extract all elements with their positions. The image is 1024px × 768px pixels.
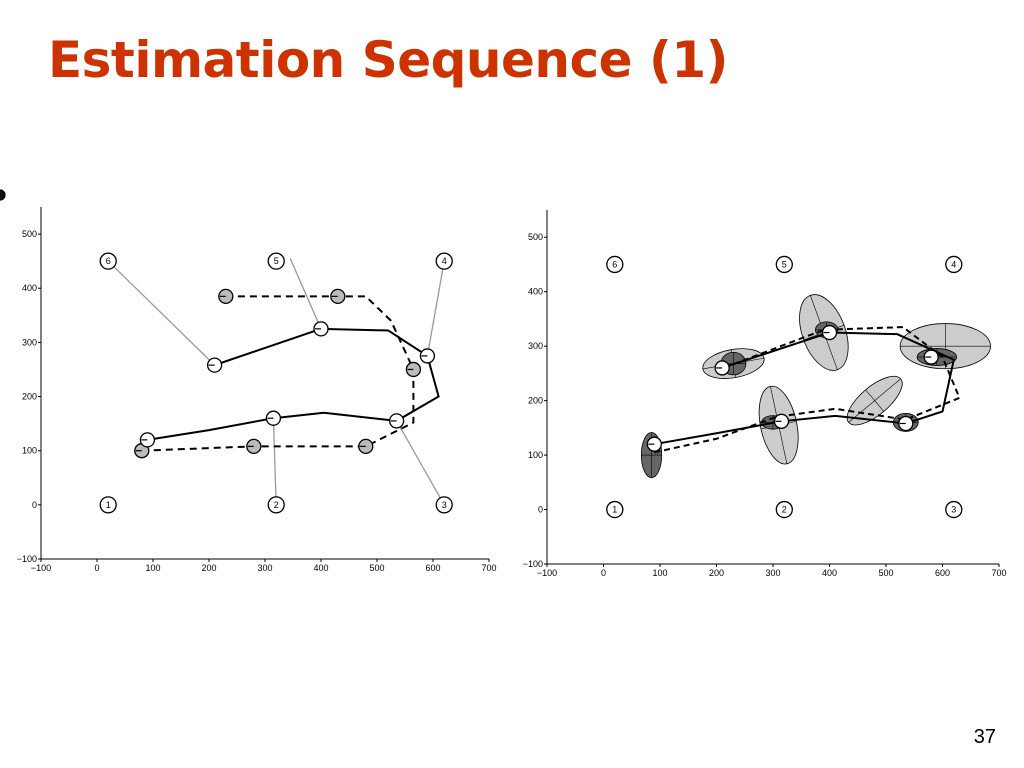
landmark-label: 2 — [782, 505, 787, 515]
landmark-marker — [267, 252, 285, 270]
x-tick-label: 300 — [765, 568, 780, 578]
landmark-label: 5 — [782, 259, 787, 269]
right-plot: −100 0 100 200 300 400 500 600 700 −100 0 100 200 300… — [523, 210, 1007, 578]
y-tick-label: 200 — [528, 396, 543, 406]
landmark-marker — [99, 496, 117, 514]
x-tick-label: 200 — [201, 563, 216, 573]
y-tick-label: −100 — [17, 554, 37, 564]
observation-line — [272, 418, 277, 505]
landmark-4: 4 — [945, 255, 963, 274]
landmark-marker — [606, 500, 624, 519]
x-tick-label: 0 — [601, 568, 606, 578]
landmark-3: 3 — [435, 496, 453, 514]
ellipse-axis — [865, 389, 885, 412]
observation-line — [107, 260, 216, 366]
landmark-marker — [606, 255, 624, 274]
x-tick-label: 400 — [313, 563, 328, 573]
landmark-6: 6 — [606, 255, 624, 274]
page-number: 37 — [973, 726, 996, 748]
x-tick-label: 600 — [425, 563, 440, 573]
landmark-1: 1 — [606, 500, 624, 519]
landmark-1: 1 — [99, 496, 117, 514]
x-tick-label: 500 — [878, 568, 893, 578]
x-tick-label: 100 — [652, 568, 667, 578]
y-tick-label: 0 — [32, 500, 37, 510]
x-tick-label: −100 — [31, 563, 51, 573]
y-tick-label: 300 — [22, 337, 37, 347]
observation-line — [289, 258, 322, 330]
x-tick-label: 200 — [709, 568, 724, 578]
landmark-marker — [267, 496, 285, 514]
observation-line — [426, 261, 445, 357]
x-tick-label: −100 — [537, 568, 557, 578]
landmark-label: 3 — [442, 500, 447, 510]
true-path — [147, 327, 440, 441]
landmark-marker — [435, 252, 453, 270]
landmark-3: 3 — [945, 500, 963, 519]
landmark-label: 6 — [106, 256, 111, 266]
y-tick-label: 500 — [22, 229, 37, 239]
landmark-marker — [435, 496, 453, 514]
y-tick-label: 100 — [528, 450, 543, 460]
page-title: Estimation Sequence (1) — [48, 31, 728, 89]
y-tick-label: 0 — [538, 505, 543, 515]
landmark-label: 2 — [274, 500, 279, 510]
landmark-label: 4 — [442, 256, 447, 266]
x-tick-label: 700 — [991, 568, 1006, 578]
y-tick-label: −100 — [523, 559, 543, 569]
x-tick-label: 500 — [369, 563, 384, 573]
landmark-2: 2 — [267, 496, 285, 514]
landmark-marker — [945, 255, 963, 274]
x-tick-label: 300 — [257, 563, 272, 573]
landmark-5: 5 — [775, 255, 793, 274]
landmark-6: 6 — [99, 252, 117, 270]
y-tick-label: 400 — [22, 283, 37, 293]
y-tick-label: 400 — [528, 287, 543, 297]
landmark-label: 4 — [951, 259, 956, 269]
observation-line — [396, 420, 445, 506]
y-tick-label: 100 — [22, 446, 37, 456]
odometry-path — [141, 295, 415, 452]
landmark-label: 5 — [274, 256, 279, 266]
landmark-marker — [99, 252, 117, 270]
y-tick-label: 200 — [22, 392, 37, 402]
landmark-estimate — [0, 189, 6, 201]
landmark-4: 4 — [435, 252, 453, 270]
left-plot: −100 0 100 200 300 400 500 600 700 −100 0 100 200 300… — [0, 189, 497, 573]
y-tick-label: 500 — [528, 232, 543, 242]
landmark-label: 1 — [612, 505, 617, 515]
landmark-marker — [945, 500, 963, 519]
landmark-label: 1 — [106, 500, 111, 510]
robot-pose — [898, 415, 914, 432]
landmark-2: 2 — [775, 500, 793, 519]
x-tick-label: 400 — [822, 568, 837, 578]
x-tick-label: 700 — [481, 563, 496, 573]
landmark-label: 3 — [951, 505, 956, 515]
x-tick-label: 600 — [935, 568, 950, 578]
x-tick-label: 100 — [145, 563, 160, 573]
x-tick-label: 0 — [94, 563, 99, 573]
true-path — [654, 331, 955, 446]
landmark-label: 6 — [612, 259, 617, 269]
landmark-5: 5 — [267, 252, 285, 270]
landmark-marker — [775, 500, 793, 519]
landmark-marker — [775, 255, 793, 274]
y-tick-label: 300 — [528, 341, 543, 351]
robot-pose — [714, 360, 730, 376]
